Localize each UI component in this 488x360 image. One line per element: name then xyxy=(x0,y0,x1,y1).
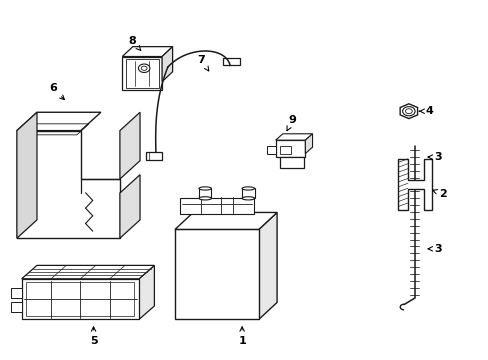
Bar xyxy=(175,229,258,319)
Text: 3: 3 xyxy=(427,152,442,162)
Text: 1: 1 xyxy=(238,327,245,346)
Bar xyxy=(122,57,162,90)
Ellipse shape xyxy=(242,187,254,190)
Bar xyxy=(223,58,239,66)
Polygon shape xyxy=(120,112,140,179)
Text: 5: 5 xyxy=(90,327,97,346)
Polygon shape xyxy=(120,175,140,238)
Circle shape xyxy=(402,107,414,116)
Bar xyxy=(275,140,305,157)
Text: 3: 3 xyxy=(427,244,442,254)
Bar xyxy=(180,198,254,214)
Bar xyxy=(21,279,139,319)
Bar xyxy=(280,146,290,154)
Polygon shape xyxy=(21,265,154,279)
Bar xyxy=(11,288,21,298)
Text: 2: 2 xyxy=(432,189,447,199)
Text: 7: 7 xyxy=(197,55,208,71)
Bar xyxy=(26,282,134,316)
Bar xyxy=(280,157,304,168)
Polygon shape xyxy=(162,47,172,82)
Text: 4: 4 xyxy=(419,106,432,116)
Polygon shape xyxy=(275,134,312,140)
Polygon shape xyxy=(397,159,431,210)
Polygon shape xyxy=(17,131,120,238)
Polygon shape xyxy=(175,212,277,229)
Bar xyxy=(266,147,275,154)
Bar xyxy=(125,59,159,87)
Bar xyxy=(11,302,21,312)
Ellipse shape xyxy=(242,197,254,200)
Polygon shape xyxy=(17,112,101,131)
Polygon shape xyxy=(258,212,277,319)
Polygon shape xyxy=(305,134,312,154)
Ellipse shape xyxy=(199,187,211,190)
Polygon shape xyxy=(122,47,172,57)
Polygon shape xyxy=(139,265,154,319)
Polygon shape xyxy=(399,104,417,118)
Bar xyxy=(146,152,161,159)
Circle shape xyxy=(138,64,150,72)
Text: 9: 9 xyxy=(286,115,296,131)
Ellipse shape xyxy=(199,197,211,200)
Polygon shape xyxy=(17,112,37,238)
Text: 6: 6 xyxy=(49,83,64,100)
Text: 8: 8 xyxy=(128,36,141,50)
